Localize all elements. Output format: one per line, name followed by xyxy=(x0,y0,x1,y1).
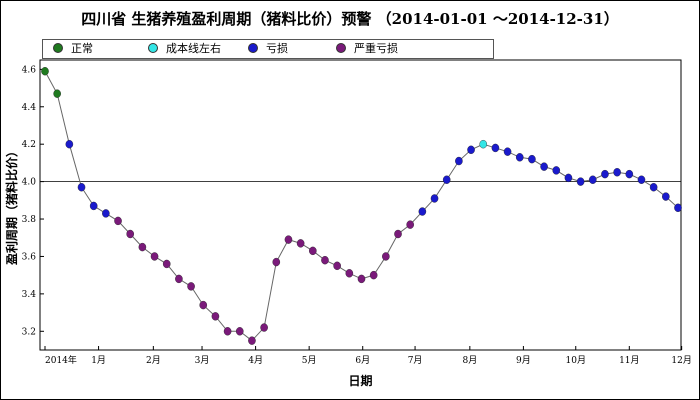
data-points xyxy=(41,67,682,345)
x-tick-label: 2014年 xyxy=(45,354,77,366)
data-point xyxy=(674,203,682,213)
data-point xyxy=(150,252,159,261)
legend-marker-normal xyxy=(53,43,63,53)
data-point xyxy=(77,183,86,192)
x-tick-label: 6月 xyxy=(355,355,370,366)
data-point xyxy=(260,323,268,332)
data-point xyxy=(284,235,293,244)
data-point xyxy=(345,269,354,278)
data-point xyxy=(187,282,195,291)
data-point xyxy=(223,327,232,336)
x-tick-label: 10月 xyxy=(566,355,586,366)
legend-item-loss: 亏损 xyxy=(248,41,288,57)
x-tick-label: 3月 xyxy=(195,355,210,366)
data-point xyxy=(613,168,621,177)
x-axis: 2014年 1月 2月 3月 4月 5月 6月 7月 8月 9月 10月 11月 12月 xyxy=(44,346,692,366)
data-point xyxy=(41,67,49,76)
data-point xyxy=(357,274,366,284)
data-point xyxy=(552,166,561,175)
data-point xyxy=(394,229,402,239)
data-point xyxy=(248,336,256,345)
data-point xyxy=(662,192,670,201)
data-point xyxy=(89,201,98,211)
data-point xyxy=(199,300,208,310)
data-point xyxy=(540,162,548,171)
data-point xyxy=(479,139,488,149)
data-point xyxy=(649,183,658,192)
x-tick-label: 9月 xyxy=(516,355,531,366)
data-point xyxy=(369,270,378,280)
y-tick-label: 3.4 xyxy=(22,290,37,300)
data-point xyxy=(333,261,341,271)
data-point xyxy=(430,194,439,203)
legend-label-severe-loss: 严重亏损 xyxy=(354,42,398,55)
data-point xyxy=(138,242,147,252)
y-tick-label: 3.2 xyxy=(22,327,36,337)
legend-label-normal: 正常 xyxy=(71,42,93,55)
data-point xyxy=(162,259,171,269)
x-tick-label: 8月 xyxy=(462,355,477,366)
data-point xyxy=(467,145,475,155)
data-point xyxy=(418,207,427,216)
data-point xyxy=(406,220,414,229)
data-point xyxy=(515,153,524,162)
data-point xyxy=(576,177,585,186)
data-point xyxy=(601,169,609,179)
data-point xyxy=(491,143,500,153)
y-tick-label: 3.6 xyxy=(22,252,37,262)
data-point xyxy=(126,229,135,239)
legend-label-cost-line: 成本线左右 xyxy=(166,42,221,55)
data-point xyxy=(175,274,183,284)
legend-item-severe-loss: 严重亏损 xyxy=(336,41,398,57)
data-point xyxy=(65,139,74,149)
x-tick-label: 12月 xyxy=(671,355,691,366)
x-tick-label: 7月 xyxy=(408,355,423,366)
data-point xyxy=(53,89,61,98)
x-tick-label: 4月 xyxy=(248,355,263,366)
legend-label-loss: 亏损 xyxy=(266,42,288,55)
legend-item-cost-line: 成本线左右 xyxy=(148,41,221,57)
x-axis-title: 日期 xyxy=(348,373,372,388)
x-tick-label: 11月 xyxy=(619,355,639,366)
legend: 正常 成本线左右 亏损 严重亏损 xyxy=(42,39,494,59)
y-axis-title: 盈利周期（猪料比价） xyxy=(4,145,19,266)
y-axis: 3.2 3.4 3.6 3.8 4.0 4.2 4.4 4.6 xyxy=(22,65,44,337)
data-point xyxy=(211,312,220,321)
data-point xyxy=(102,209,110,218)
chart-title: 四川省 生猪养殖盈利周期（猪料比价）预警 （2014-01-01 ～2014-1… xyxy=(81,10,619,28)
plot-area xyxy=(39,59,682,351)
data-point xyxy=(528,154,536,164)
data-point xyxy=(272,257,281,267)
data-point xyxy=(321,255,329,265)
data-point xyxy=(114,216,122,226)
data-point xyxy=(442,175,451,184)
data-point xyxy=(637,175,646,184)
legend-item-normal: 正常 xyxy=(53,41,93,57)
data-point xyxy=(625,169,634,179)
series-line xyxy=(44,70,679,342)
data-point xyxy=(235,327,244,336)
y-tick-label: 4.2 xyxy=(22,140,36,150)
data-point xyxy=(296,239,305,248)
y-tick-label: 4.4 xyxy=(22,103,37,113)
data-point xyxy=(309,246,317,256)
x-tick-label: 5月 xyxy=(302,355,317,366)
x-tick-label: 2月 xyxy=(146,355,161,366)
legend-marker-cost-line xyxy=(148,43,158,53)
x-tick-label: 1月 xyxy=(91,355,106,366)
data-point xyxy=(382,252,390,261)
y-tick-label: 4.0 xyxy=(22,178,37,188)
data-point xyxy=(503,147,512,156)
y-tick-label: 4.6 xyxy=(22,65,37,75)
data-point xyxy=(588,175,597,184)
y-tick-label: 3.8 xyxy=(22,215,37,225)
data-point xyxy=(455,156,463,166)
legend-marker-severe-loss xyxy=(336,43,346,53)
legend-marker-loss xyxy=(248,43,258,53)
data-point xyxy=(564,173,573,183)
